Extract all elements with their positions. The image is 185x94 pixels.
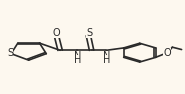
Text: H: H [74, 55, 81, 65]
Text: N: N [103, 51, 111, 61]
Text: O: O [163, 48, 171, 58]
Text: H: H [103, 55, 111, 65]
Text: O: O [53, 28, 60, 38]
Text: S: S [7, 48, 13, 58]
Text: S: S [86, 28, 92, 38]
Text: N: N [74, 51, 81, 61]
